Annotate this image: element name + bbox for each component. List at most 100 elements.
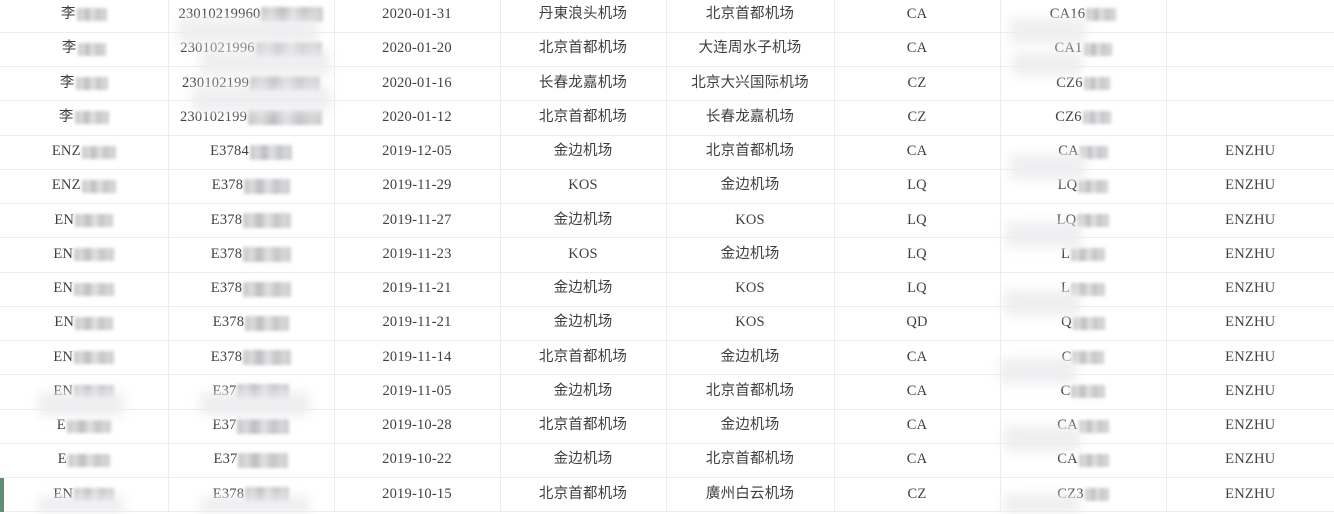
cell-text: LQ — [1057, 177, 1078, 194]
table-cell-departure: 北京首都机场 — [500, 409, 667, 444]
table-row[interactable]: EN E378 2019-10-15 北京首都机场 廣州白云机场 CZ CZ3 ENZHU — [0, 477, 1334, 513]
redaction-mask — [1072, 351, 1105, 365]
table-cell-name: ENZ — [0, 169, 169, 205]
table-cell-id: 23010219960 — [168, 0, 335, 33]
redaction-mask — [75, 77, 108, 91]
table-cell-id: E378 — [168, 306, 335, 342]
table-cell-flight: CA — [1000, 135, 1167, 170]
table-cell-departure: 金边机场 — [500, 306, 667, 342]
table-cell-flight: L — [1000, 272, 1167, 307]
table-row[interactable]: E E37 2019-10-28 北京首都机场 金边机场 CA CA ENZHU — [0, 409, 1334, 444]
cell-text: E3784 — [210, 143, 249, 160]
cell-text: 2019-11-21 — [382, 280, 452, 297]
cell-text: 北京首都机场 — [538, 348, 628, 365]
table-cell-airline: QD — [834, 306, 1001, 342]
cell-text: CA — [1057, 451, 1078, 468]
cell-text: 2020-01-16 — [382, 74, 452, 91]
cell-text: CZ — [907, 485, 927, 502]
table-cell-departure: 金边机场 — [500, 272, 667, 307]
table-row[interactable]: EN E37 2019-11-05 金边机场 北京首都机场 CA C ENZHU — [0, 374, 1334, 410]
cell-text: ENZHU — [1225, 211, 1276, 228]
cell-text: 李 — [58, 108, 74, 125]
table-row[interactable]: 李 2301021996 2020-01-20 北京首都机场 大连周水子机场 CA CA1 — [0, 32, 1334, 68]
table-cell-name: 李 — [0, 0, 169, 33]
cell-text: KOS — [735, 314, 765, 331]
table-cell-arrival: 北京首都机场 — [666, 443, 835, 479]
table-cell-tag: ENZHU — [1166, 169, 1334, 205]
table-cell-name: 李 — [0, 32, 169, 68]
table-row[interactable]: ENZ E3784 2019-12-05 金边机场 北京首都机场 CA CA ENZHU — [0, 135, 1334, 170]
table-cell-flight: CA1 — [1000, 32, 1167, 68]
cell-text: 李 — [61, 40, 77, 57]
table-row[interactable]: EN E378 2019-11-14 北京首都机场 金边机场 CA C ENZHU — [0, 340, 1334, 376]
redaction-mask — [250, 76, 321, 92]
table-cell-id: E378 — [168, 477, 335, 513]
table-cell-tag: ENZHU — [1166, 340, 1334, 376]
table-cell-tag: ENZHU — [1166, 374, 1334, 410]
table-cell-departure: 北京首都机场 — [500, 32, 667, 68]
table-row[interactable]: 李 23010219960 2020-01-31 丹東浪头机场 北京首都机场 CA CA16 — [0, 0, 1334, 33]
cell-text: 2019-11-27 — [382, 211, 452, 228]
table-cell-date: 2019-11-21 — [334, 306, 501, 342]
table-cell-airline: CA — [834, 374, 1001, 410]
cell-text: 2019-12-05 — [382, 143, 452, 160]
table-cell-tag: ENZHU — [1166, 306, 1334, 342]
redaction-mask — [1071, 248, 1106, 262]
redaction-mask — [1084, 488, 1109, 502]
cell-text: ENZHU — [1225, 348, 1276, 365]
table-cell-airline: LQ — [834, 272, 1001, 307]
table-cell-tag: ENZHU — [1166, 409, 1334, 444]
table-cell-id: E378 — [168, 272, 335, 307]
redaction-mask — [1083, 77, 1110, 91]
cell-text: EN — [54, 314, 75, 331]
cell-text: 丹東浪头机场 — [538, 5, 628, 22]
table-row[interactable]: EN E378 2019-11-21 金边机场 KOS QD Q ENZHU — [0, 306, 1334, 342]
table-cell-tag: ENZHU — [1166, 237, 1334, 273]
cell-text: E37 — [212, 382, 237, 399]
table-cell-tag — [1166, 66, 1334, 102]
table-cell-arrival: 北京首都机场 — [666, 0, 835, 33]
redaction-mask — [248, 110, 323, 126]
cell-text: ENZHU — [1225, 417, 1276, 434]
cell-text: EN — [53, 485, 74, 502]
row-selection-accent — [0, 477, 4, 512]
table-row[interactable]: EN E378 2019-11-23 KOS 金边机场 LQ L ENZHU — [0, 237, 1334, 273]
cell-text: 金边机场 — [720, 348, 780, 365]
table-cell-departure: 金边机场 — [500, 203, 667, 239]
cell-text: 北京首都机场 — [538, 40, 628, 57]
table-cell-date: 2020-01-31 — [334, 0, 501, 33]
cell-text: 2019-11-14 — [382, 348, 452, 365]
table-cell-id: E378 — [168, 203, 335, 239]
redaction-mask — [1079, 145, 1108, 159]
cell-text: CZ6 — [1056, 74, 1083, 91]
cell-text: LQ — [907, 280, 927, 297]
table-cell-airline: CZ — [834, 66, 1001, 102]
redaction-mask — [243, 350, 292, 366]
table-cell-tag: ENZHU — [1166, 203, 1334, 239]
table-cell-id: 230102199 — [168, 66, 335, 102]
redaction-mask — [74, 111, 109, 125]
cell-text: E378 — [211, 177, 244, 194]
cell-text: EN — [53, 382, 74, 399]
cell-text: LQ — [907, 245, 927, 262]
table-cell-date: 2019-11-05 — [334, 374, 501, 410]
table-row[interactable]: EN E378 2019-11-21 金边机场 KOS LQ L ENZHU — [0, 272, 1334, 307]
table-row[interactable]: ENZ E378 2019-11-29 KOS 金边机场 LQ LQ ENZHU — [0, 169, 1334, 205]
table-row[interactable]: E E37 2019-10-22 金边机场 北京首都机场 CA CA ENZHU — [0, 443, 1334, 479]
table-cell-airline: CA — [834, 409, 1001, 444]
cell-text: E378 — [210, 348, 243, 365]
table-cell-tag: ENZHU — [1166, 272, 1334, 307]
table-row[interactable]: EN E378 2019-11-27 金边机场 KOS LQ LQ ENZHU — [0, 203, 1334, 239]
table-row[interactable]: 李 230102199 2020-01-12 北京首都机场 长春龙嘉机场 CZ CZ6 — [0, 100, 1334, 136]
cell-text: ENZHU — [1225, 451, 1276, 468]
table-cell-arrival: 金边机场 — [666, 169, 835, 205]
table-row[interactable]: 李 230102199 2020-01-16 长春龙嘉机场 北京大兴国际机场 CZ CZ6 — [0, 66, 1334, 102]
table-cell-arrival: KOS — [666, 203, 835, 239]
redaction-mask — [249, 144, 292, 160]
table-cell-date: 2019-11-21 — [334, 272, 501, 307]
redaction-mask — [244, 178, 291, 194]
table-cell-flight: Q — [1000, 306, 1167, 342]
cell-text: 2019-10-22 — [382, 451, 452, 468]
redaction-mask — [76, 8, 107, 22]
